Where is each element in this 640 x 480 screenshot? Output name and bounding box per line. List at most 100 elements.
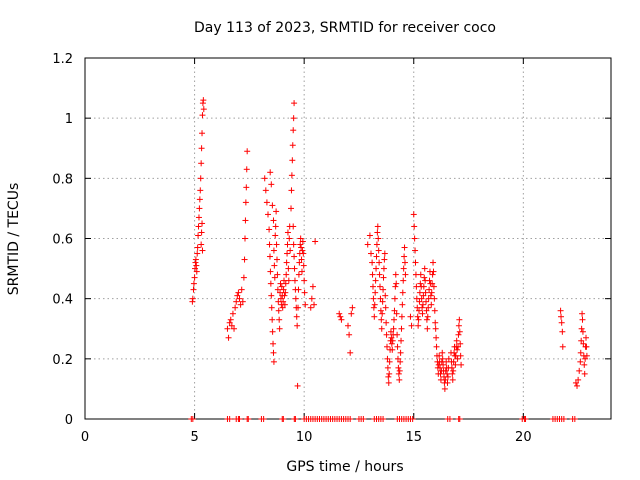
data-point <box>558 319 565 326</box>
data-point <box>287 247 294 254</box>
data-point <box>195 223 202 230</box>
data-point <box>579 316 586 323</box>
data-point <box>200 97 207 104</box>
data-point <box>273 256 280 263</box>
data-point <box>433 334 440 341</box>
data-point <box>373 241 380 248</box>
data-point <box>299 238 306 245</box>
data-point <box>421 274 428 281</box>
data-point <box>267 280 274 287</box>
data-point <box>301 289 308 296</box>
data-point <box>225 334 232 341</box>
data-point <box>366 232 373 239</box>
data-point <box>298 268 305 275</box>
data-point <box>428 289 435 296</box>
data-point <box>309 283 316 290</box>
data-point <box>308 295 315 302</box>
data-point <box>278 283 285 290</box>
y-tick-label: 0 <box>65 413 73 428</box>
data-point <box>439 349 446 356</box>
data-point <box>270 358 277 365</box>
data-point <box>284 229 291 236</box>
x-tick-label: 20 <box>515 430 532 445</box>
data-point <box>224 325 231 332</box>
data-point <box>389 337 396 344</box>
data-point <box>394 355 401 362</box>
data-point <box>439 355 446 362</box>
data-point <box>455 331 462 338</box>
data-point <box>450 358 457 365</box>
data-point <box>419 301 426 308</box>
data-point <box>383 331 390 338</box>
data-point <box>294 382 301 389</box>
axis-ticks: 0 5 10 15 20 0 0.2 0.4 0.6 0.8 1 1.2 <box>52 52 611 445</box>
data-point <box>575 376 582 383</box>
data-point <box>276 325 283 332</box>
data-point <box>377 295 384 302</box>
data-point <box>379 298 386 305</box>
data-point <box>578 325 585 332</box>
data-point <box>387 328 394 335</box>
data-point <box>377 307 384 314</box>
data-point <box>457 352 464 359</box>
data-point <box>276 316 283 323</box>
data-point <box>398 325 405 332</box>
data-point <box>239 298 246 305</box>
data-point <box>292 416 299 422</box>
data-point <box>191 274 198 281</box>
data-point <box>420 292 427 299</box>
data-point <box>336 310 343 317</box>
data-point <box>415 322 422 329</box>
data-point <box>557 307 564 314</box>
data-point <box>457 340 464 347</box>
x-tick-label: 10 <box>296 430 313 445</box>
data-point <box>241 256 248 263</box>
data-point <box>280 286 287 293</box>
data-point <box>312 238 319 245</box>
data-point <box>199 220 206 227</box>
data-point <box>237 301 244 308</box>
data-point <box>417 271 424 278</box>
data-point <box>412 247 419 254</box>
data-point <box>371 313 378 320</box>
data-point <box>395 364 402 371</box>
data-point <box>370 295 377 302</box>
data-point <box>370 304 377 311</box>
data-point <box>458 361 465 368</box>
data-point <box>427 292 434 299</box>
data-point <box>444 373 451 380</box>
y-tick-label: 0.8 <box>52 172 73 187</box>
data-point <box>190 286 197 293</box>
data-point <box>382 292 389 299</box>
data-point <box>291 100 298 107</box>
data-point <box>193 268 200 275</box>
data-point <box>227 316 234 323</box>
data-point <box>415 316 422 323</box>
data-point <box>432 325 439 332</box>
data-point <box>242 199 249 206</box>
data-point <box>402 271 409 278</box>
data-point <box>582 355 589 362</box>
data-point <box>396 376 403 383</box>
data-point <box>445 355 452 362</box>
data-point <box>399 301 406 308</box>
data-point <box>436 352 443 359</box>
data-point <box>269 328 276 335</box>
data-point <box>372 289 379 296</box>
data-point <box>372 277 379 284</box>
data-point <box>277 280 284 287</box>
data-point <box>233 298 240 305</box>
data-point <box>522 416 529 422</box>
data-point <box>226 319 233 326</box>
data-point <box>284 250 291 257</box>
data-point <box>236 295 243 302</box>
data-point <box>194 250 201 257</box>
data-point <box>412 259 419 266</box>
data-point <box>360 416 367 422</box>
data-point <box>430 268 437 275</box>
data-point <box>199 247 206 254</box>
data-point <box>416 289 423 296</box>
data-point <box>274 286 281 293</box>
data-point <box>451 349 458 356</box>
data-point <box>578 337 585 344</box>
